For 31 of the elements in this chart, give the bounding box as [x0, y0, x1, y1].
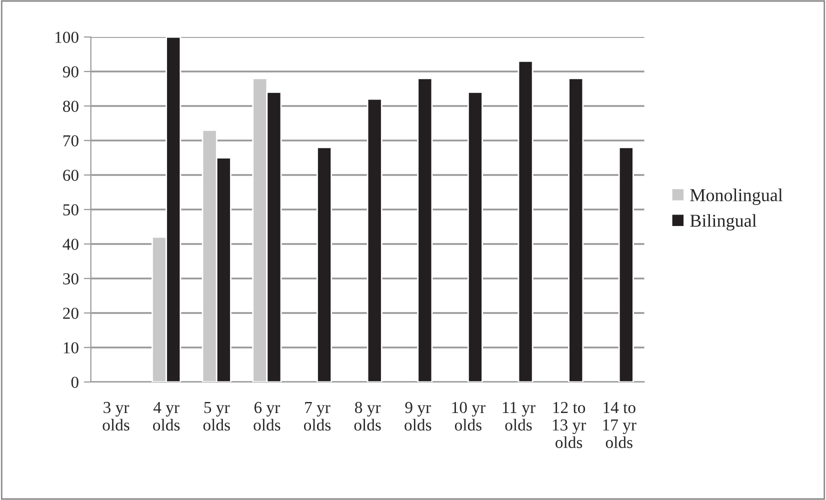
bar [618, 146, 634, 382]
y-tick-label: 60 [63, 170, 78, 181]
x-tick-label: 3 yr olds [102, 402, 130, 431]
x-tick-label: 11 yr olds [502, 402, 536, 431]
x-tick-label: 9 yr olds [404, 402, 432, 431]
bar [518, 60, 534, 382]
y-tick-label: 20 [63, 308, 78, 319]
x-tick-label: 6 yr olds [254, 402, 280, 431]
x-tick-label: 12 to 13 yr olds [552, 402, 586, 448]
bar [316, 146, 332, 382]
legend-label: Monolingual [690, 188, 783, 205]
x-tick-label: 14 to 17 yr olds [603, 402, 636, 448]
y-tick-label: 90 [62, 66, 78, 78]
bar [417, 78, 433, 382]
x-tick-label: 8 yr olds [354, 402, 381, 431]
bar [467, 92, 483, 382]
y-tick-label: 10 [64, 342, 78, 354]
legend-label: Bilingual [690, 214, 756, 231]
bar [366, 98, 382, 382]
y-tick-label: 100 [56, 32, 78, 43]
x-tick-label: 10 yr olds [452, 402, 486, 431]
x-tick-label: 5 yr olds [203, 402, 230, 431]
y-tick-label: 40 [62, 238, 78, 250]
x-tick-label: 4 yr olds [153, 402, 180, 431]
y-tick-label: 80 [63, 100, 78, 112]
y-tick-label: 50 [63, 204, 78, 216]
y-tick-label: 30 [63, 273, 78, 284]
x-tick-label: 7 yr olds [304, 402, 331, 431]
bar [568, 78, 584, 382]
y-tick-label: 0 [71, 376, 78, 388]
y-tick-label: 70 [63, 135, 78, 146]
